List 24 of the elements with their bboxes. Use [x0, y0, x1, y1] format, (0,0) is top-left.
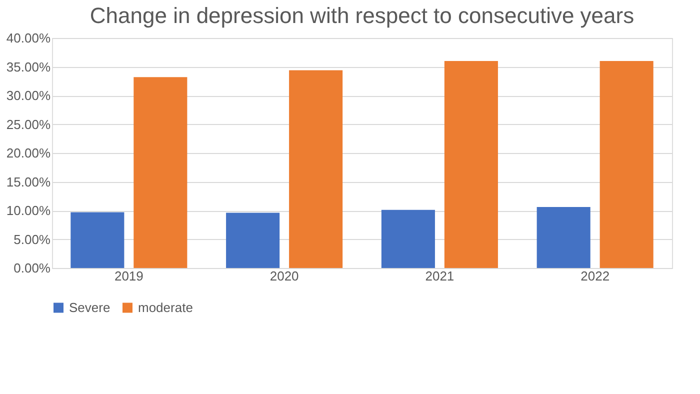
chart-title: Change in depression with respect to consecutive years [90, 3, 634, 28]
x-tick-label: 2019 [114, 268, 144, 284]
y-tick-label: 5.00% [14, 232, 51, 247]
x-tick-label: 2020 [270, 268, 299, 284]
bar [381, 210, 435, 268]
bar [536, 207, 590, 268]
x-tick-label: 2021 [425, 268, 454, 284]
bar [70, 212, 124, 268]
y-tick-label: 30.00% [6, 88, 51, 103]
y-tick-label: 25.00% [6, 116, 51, 132]
legend-label: moderate [138, 300, 193, 315]
bar [134, 77, 188, 268]
y-tick-label: 35.00% [6, 59, 51, 74]
bar [289, 70, 343, 268]
x-tick-label: 2022 [580, 268, 610, 284]
bar [226, 212, 280, 268]
y-tick-label: 40.00% [6, 30, 51, 46]
bar [600, 61, 654, 268]
legend-label: Severe [69, 300, 110, 315]
y-tick-label: 20.00% [6, 146, 51, 160]
y-tick-label: 10.00% [6, 203, 51, 218]
y-tick-label: 15.00% [6, 174, 51, 190]
y-tick-label: 0.00% [14, 260, 51, 276]
bar [444, 61, 498, 268]
